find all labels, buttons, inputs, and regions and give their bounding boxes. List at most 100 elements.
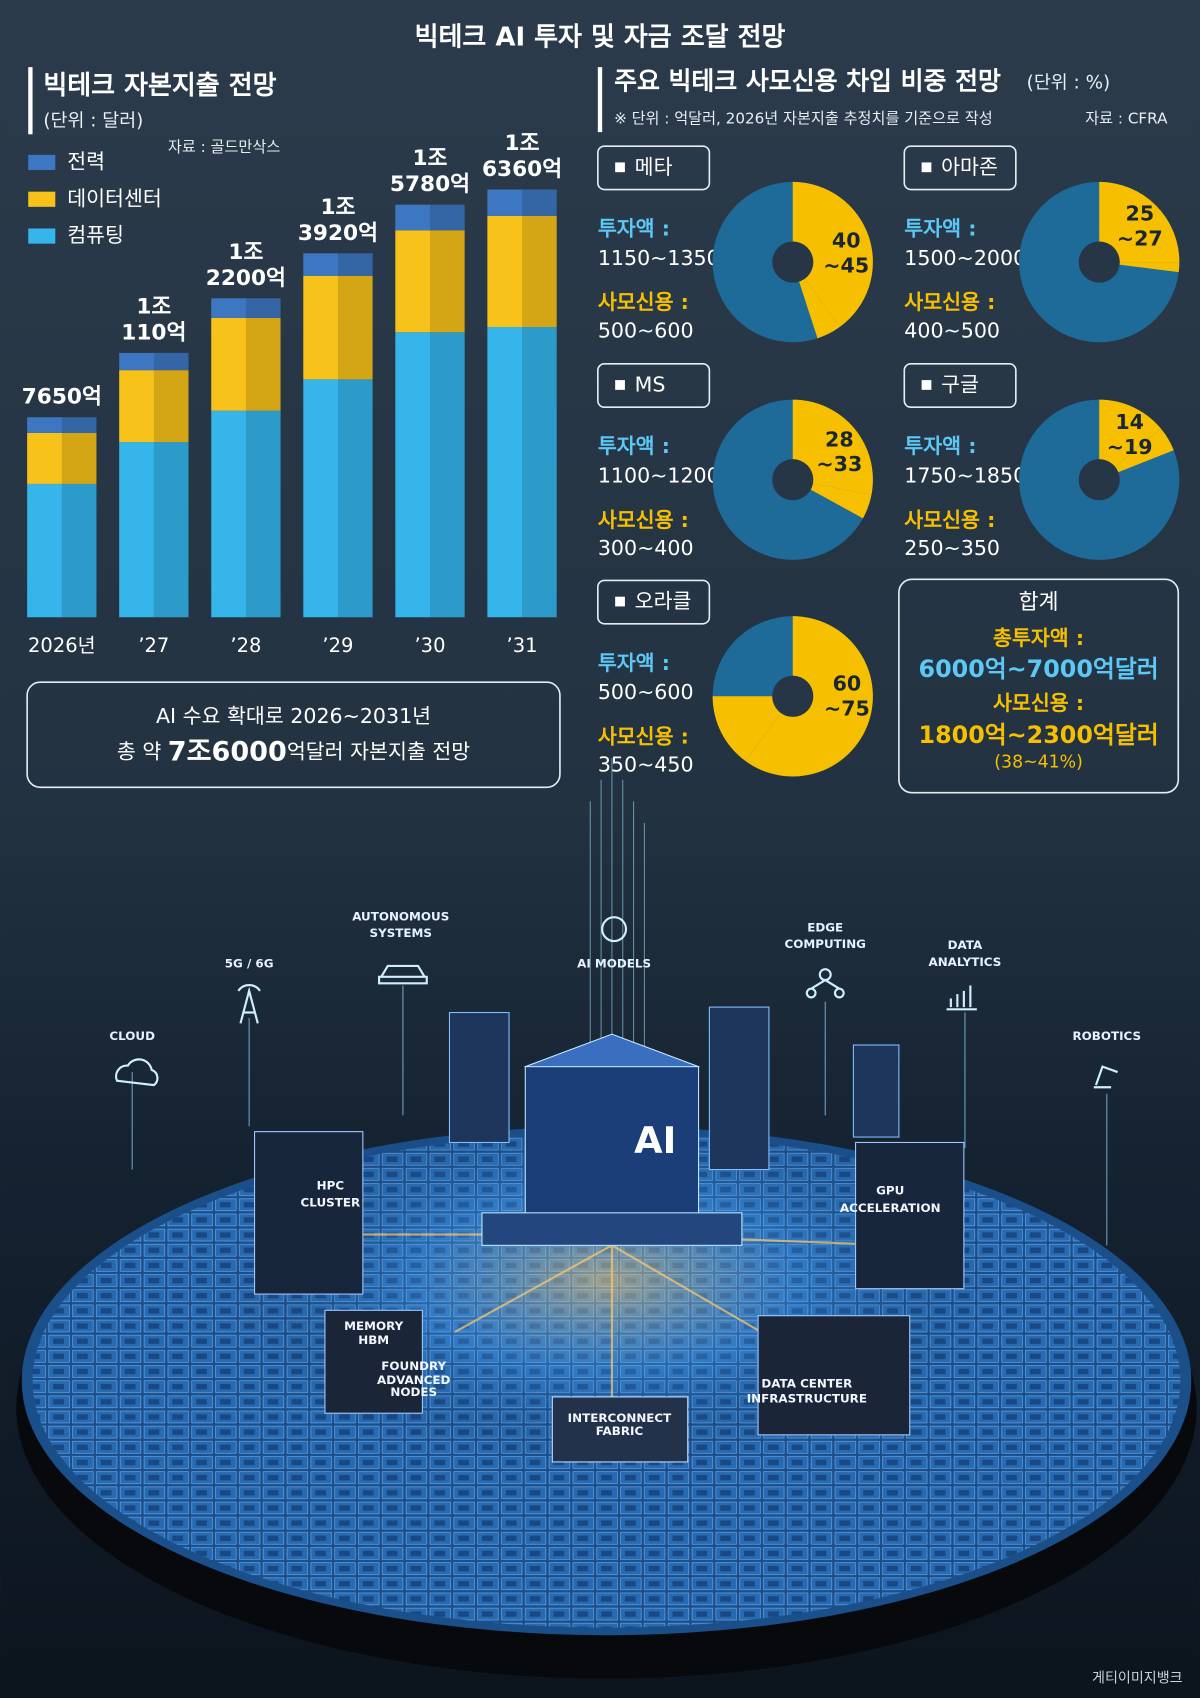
bar-shade	[429, 332, 465, 618]
pie-label: ~27	[1117, 226, 1163, 250]
bar-shade	[153, 370, 189, 443]
bar-shade	[61, 417, 97, 433]
bar-shade	[522, 215, 557, 328]
invest-label: 투자액 :	[904, 434, 976, 458]
building-label: HBM	[358, 1333, 389, 1347]
pie-wedge	[792, 262, 840, 339]
pie-label: 40	[832, 229, 861, 253]
pie-wedge	[1099, 181, 1180, 263]
company-box	[903, 363, 1017, 408]
pie-label: ~75	[824, 696, 870, 720]
pie-label: 60	[833, 671, 862, 695]
icon-label: AI MODELS	[577, 956, 651, 970]
bar-shade	[61, 432, 97, 484]
legend-swatch	[28, 228, 56, 244]
building-label: NODES	[390, 1385, 437, 1399]
pie-wedge	[792, 479, 872, 519]
bullet	[921, 162, 932, 173]
bar-segment	[211, 410, 281, 618]
icon-label: ROBOTICS	[1073, 1029, 1142, 1043]
total-label: 2200억	[206, 266, 286, 291]
icon-label: COMPUTING	[785, 937, 866, 951]
invest-value: 1500~2000	[904, 246, 1026, 270]
pie-label: ~33	[816, 452, 862, 476]
bar-shade	[337, 275, 373, 380]
bar-shade	[429, 204, 465, 231]
total-credit: 1800억~2300억달러	[919, 721, 1159, 749]
credit-value: 350~450	[598, 753, 694, 777]
invest-value: 1100~1200	[598, 463, 720, 487]
total-label: 5780억	[390, 172, 470, 197]
bar-segment	[395, 230, 465, 333]
panel-title: 주요 빅테크 사모신용 차입 비중 전망	[614, 66, 1001, 95]
legend-swatch	[28, 154, 56, 171]
invest-label: 투자액 :	[904, 217, 976, 241]
bar-segment	[487, 215, 557, 328]
building-label: DATA CENTER	[761, 1376, 852, 1390]
pie-hole	[772, 241, 814, 283]
bar-shade	[245, 410, 281, 618]
icon-label: ANALYTICS	[929, 955, 1002, 969]
legend-swatch	[28, 191, 56, 207]
building-label: ADVANCED	[377, 1373, 451, 1387]
building-label: MEMORY	[344, 1319, 403, 1333]
bullet	[615, 380, 625, 390]
company-name: 메타	[635, 155, 673, 179]
total-label: 1조	[228, 240, 263, 265]
summary-text: 억달러 자본지출 전망	[287, 740, 470, 764]
invest-label: 투자액 :	[598, 217, 670, 241]
total-label: 110억	[121, 320, 186, 345]
building-label: FABRIC	[596, 1424, 643, 1438]
credit-label: 사모신용 :	[598, 290, 689, 314]
chart-unit: (단위 : 달러)	[43, 110, 143, 131]
pie-label: 14	[1115, 410, 1144, 434]
x-tick-label: ’31	[507, 634, 538, 657]
company-box	[597, 145, 711, 191]
credit-value: 250~350	[904, 536, 1000, 560]
bar-segment	[211, 298, 281, 318]
background	[0, 0, 1200, 824]
bar-segment	[395, 332, 465, 618]
bar-segment	[487, 189, 557, 216]
invest-value: 1750~1850	[904, 463, 1026, 487]
invest-value: 1150~1350	[598, 246, 720, 270]
bar-segment	[27, 432, 97, 484]
pie-wedge	[1099, 399, 1161, 480]
summary-line: AI 수요 확대로 2026~2031년	[156, 704, 431, 728]
bar-shade	[522, 327, 557, 618]
total-label: 3920억	[298, 221, 378, 246]
bar-segment	[395, 204, 465, 231]
icon-label: 5G / 6G	[225, 956, 274, 970]
panel-source: 자료 : CFRA	[1085, 110, 1168, 128]
summary-box	[26, 681, 561, 789]
bar-shade	[61, 483, 97, 618]
bar-shade	[153, 442, 189, 618]
legend-label: 전력	[67, 149, 105, 173]
bar-shade	[245, 317, 281, 411]
company-box	[597, 363, 711, 408]
total-label: 1조	[136, 294, 171, 319]
x-tick-label: ’29	[322, 634, 353, 657]
credit-label: 사모신용 :	[904, 508, 995, 532]
pie-wedge	[1099, 428, 1174, 480]
credit-label: 사모신용 :	[598, 508, 689, 532]
total-title: 합계	[1019, 590, 1059, 615]
total-invest: 6000억~7000억달러	[919, 655, 1159, 683]
total-invest-label: 총투자액 :	[993, 626, 1084, 650]
bar-segment	[487, 327, 557, 618]
building-label: FOUNDRY	[381, 1359, 446, 1373]
bullet	[615, 162, 625, 173]
pie-hole	[772, 675, 814, 717]
legend-label: 컴퓨팅	[67, 223, 124, 247]
invest-label: 투자액 :	[598, 434, 670, 458]
company-name: MS	[635, 373, 666, 397]
bar-segment	[119, 352, 189, 371]
building-label: CLUSTER	[301, 1196, 361, 1210]
panel-note: ※ 단위 : 억달러, 2026년 자본지출 추정치를 기준으로 작성	[614, 110, 993, 128]
x-tick-label: ’30	[414, 634, 445, 657]
chart-title: 빅테크 자본지출 전망	[43, 71, 276, 101]
building-label: INFRASTRUCTURE	[747, 1392, 867, 1406]
company-name: 오라클	[635, 589, 692, 613]
